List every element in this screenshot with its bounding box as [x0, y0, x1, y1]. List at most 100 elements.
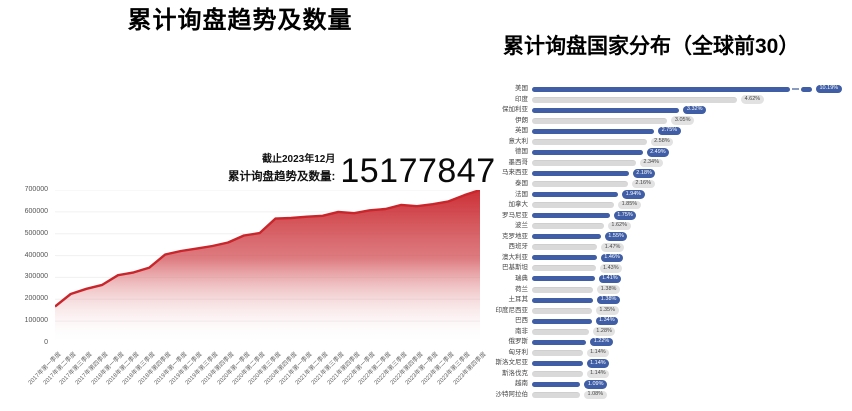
bar-row: 澳大利亚 1.46% — [445, 253, 852, 263]
bar-row: 波兰 1.62% — [445, 221, 852, 231]
value-badge: 2.49% — [646, 148, 670, 157]
value-badge: 3.32% — [683, 105, 706, 115]
trend-asof-label: 截止2023年12月 — [261, 154, 336, 165]
country-label: 沙特阿拉伯 — [495, 391, 529, 398]
country-label: 保加利亚 — [502, 106, 528, 114]
y-axis-label: 300000 — [24, 273, 48, 281]
country-bar — [532, 138, 647, 145]
value-badge: 1.08% — [584, 390, 607, 400]
value-badge: 1.14% — [586, 359, 610, 368]
value-badge: 1.62% — [607, 221, 631, 231]
country-label: 泰国 — [515, 180, 528, 187]
country-bar — [532, 107, 680, 113]
bar-row: 美国 10.19% — [445, 84, 852, 94]
country-label: 克罗地亚 — [502, 232, 528, 240]
bar-row: 德国 2.49% — [445, 147, 852, 157]
bar-row: 罗马尼亚 1.75% — [445, 211, 852, 221]
bar-row: 巴基斯坦 1.43% — [445, 263, 852, 273]
value-badge: 1.14% — [586, 348, 610, 358]
y-axis-label: 500000 — [24, 229, 48, 237]
country-bar — [532, 328, 589, 335]
country-label: 伊朗 — [515, 116, 528, 124]
bar-row: 斯洛伐克 1.14% — [445, 369, 852, 379]
bar-row: 瑞典 1.41% — [445, 274, 852, 284]
country-bar — [532, 96, 738, 103]
country-label: 德国 — [515, 148, 528, 156]
country-label: 罗马尼亚 — [502, 211, 528, 219]
y-axis-label: 700000 — [24, 186, 48, 193]
bar-row: 泰国 2.16% — [445, 179, 852, 189]
country-bar — [532, 370, 583, 377]
country-bar — [532, 307, 592, 314]
axis-break-dash — [792, 88, 799, 90]
value-badge: 2.16% — [631, 179, 655, 189]
country-bar — [532, 265, 596, 272]
country-bar — [532, 349, 583, 356]
bar-row: 土耳其 1.38% — [445, 295, 852, 305]
country-label: 法国 — [515, 190, 528, 198]
area-chart-svg — [55, 190, 480, 343]
value-badge: 2.58% — [650, 137, 674, 147]
bar-row: 巴西 1.34% — [445, 316, 852, 326]
value-badge: 1.34% — [595, 316, 619, 326]
country-label: 俄罗斯 — [508, 338, 529, 346]
country-bar — [532, 360, 583, 366]
country-label: 波兰 — [515, 222, 528, 230]
country-bar — [532, 234, 601, 240]
value-badge: 3.05% — [671, 116, 694, 125]
bar-row: 斯洛文尼亚 1.14% — [445, 358, 852, 368]
value-badge: 1.43% — [599, 264, 623, 273]
value-badge: 1.22% — [590, 337, 613, 347]
value-badge: 2.18% — [632, 169, 656, 178]
country-label: 印度 — [515, 95, 528, 103]
value-badge: 1.41% — [598, 274, 622, 284]
value-badge: 1.35% — [595, 306, 619, 315]
bar-row: 荷兰 1.38% — [445, 285, 852, 295]
value-badge: 1.46% — [600, 253, 624, 263]
country-bar — [532, 255, 597, 261]
bar-row: 印度尼西亚 1.35% — [445, 306, 852, 316]
value-badge: 1.09% — [584, 380, 607, 389]
country-bar — [532, 202, 615, 209]
country-bar — [532, 276, 595, 282]
value-badge: 2.75% — [658, 126, 681, 136]
y-axis-label: 0 — [44, 339, 48, 346]
country-bar — [532, 159, 636, 166]
country-bar — [532, 392, 580, 398]
country-bar — [532, 149, 643, 155]
country-label: 西班牙 — [508, 243, 529, 251]
y-axis-label: 200000 — [24, 295, 48, 303]
country-label: 匈牙利 — [508, 348, 529, 356]
trend-total-label: 累计询盘趋势及数量: — [228, 171, 336, 183]
trend-chart-title: 累计询盘趋势及数量 — [127, 7, 353, 34]
trend-annotation: 截止2023年12月 累计询盘趋势及数量: 15177847 — [228, 150, 496, 188]
country-label: 澳大利亚 — [502, 253, 528, 261]
trend-line — [55, 190, 480, 308]
country-bar — [532, 117, 668, 124]
value-badge: 1.75% — [613, 211, 637, 220]
bar-row: 墨西哥 2.34% — [445, 158, 852, 168]
country-label: 加拿大 — [508, 201, 529, 209]
country-bar — [532, 244, 598, 251]
country-bar-tail — [801, 86, 812, 92]
value-badge: 4.62% — [741, 95, 764, 104]
value-badge: 1.47% — [601, 243, 624, 252]
bar-row: 伊朗 3.05% — [445, 116, 852, 126]
country-label: 墨西哥 — [508, 158, 529, 166]
value-badge: 2.34% — [639, 158, 663, 168]
value-badge: 1.14% — [586, 369, 610, 379]
country-label: 印度尼西亚 — [495, 306, 529, 314]
country-bar — [532, 170, 629, 176]
country-label: 巴基斯坦 — [502, 264, 528, 272]
country-label: 斯洛文尼亚 — [495, 359, 529, 367]
country-label: 越南 — [515, 380, 528, 388]
country-bar — [532, 86, 790, 92]
country-bar — [532, 181, 628, 187]
country-label: 土耳其 — [508, 296, 529, 303]
country-bar — [532, 297, 594, 303]
bar-row: 越南 1.09% — [445, 379, 852, 389]
country-bar — [532, 339, 587, 345]
bar-row: 英国 2.75% — [445, 126, 852, 136]
value-badge: 1.94% — [622, 190, 645, 199]
country-label: 马来西亚 — [502, 169, 528, 177]
